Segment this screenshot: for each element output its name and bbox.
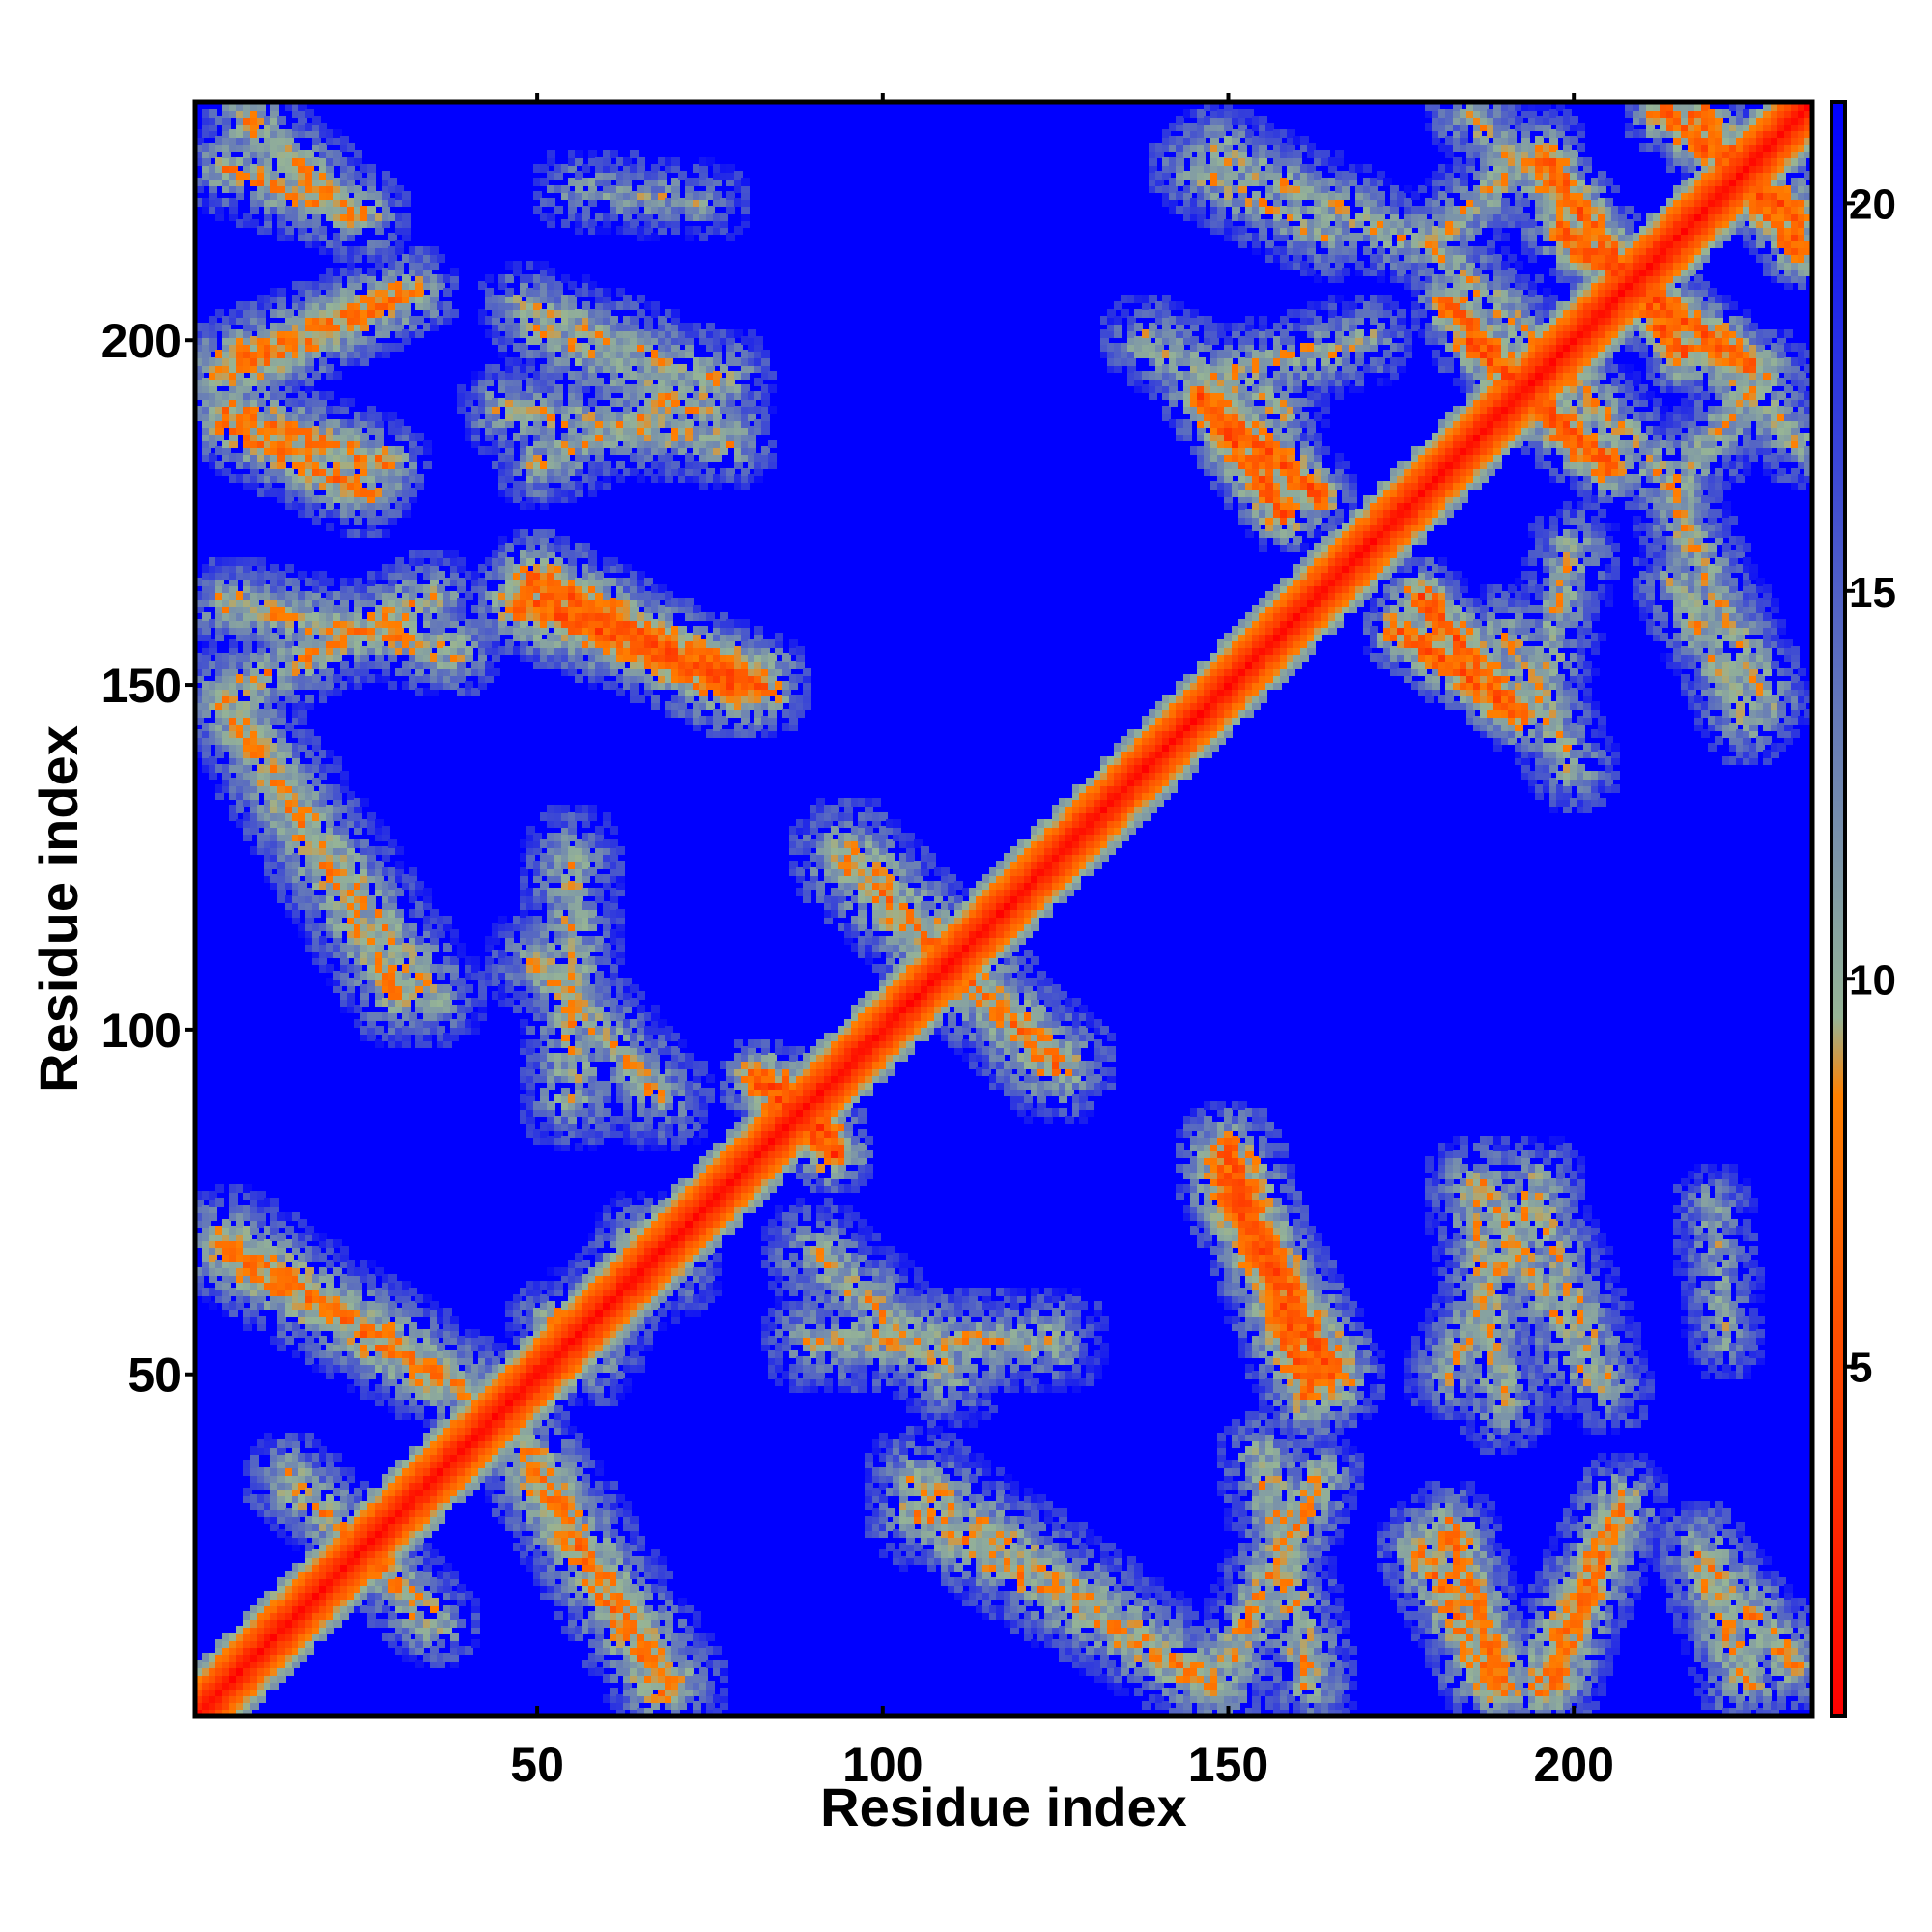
colorbar-frame: [1830, 100, 1847, 1718]
y-tick-label: 100: [101, 1004, 182, 1058]
x-tick-label: 200: [1533, 1738, 1613, 1792]
heatmap-cells: [195, 102, 1812, 1716]
y-tick-label: 150: [101, 659, 182, 713]
y-axis: 50 100 150 200: [101, 314, 195, 1403]
x-tick-label: 50: [510, 1738, 564, 1792]
colorbar-tick-label: 5: [1849, 1345, 1872, 1392]
x-axis: 50 100 150 200: [510, 93, 1614, 1792]
colorbar-tick-label: 10: [1849, 956, 1896, 1004]
colorbar-tick-label: 20: [1849, 181, 1896, 228]
colorbar-tick-label: 15: [1849, 569, 1896, 616]
x-tick-label: 100: [842, 1738, 923, 1792]
x-axis-title: Residue index: [820, 1776, 1187, 1837]
plot-frame: [192, 99, 1815, 1719]
colorbar: 5 10 15 20: [1830, 100, 1896, 1718]
y-tick-label: 50: [128, 1349, 182, 1403]
colorbar-fill: [1832, 102, 1845, 1716]
y-tick-label: 200: [101, 314, 182, 368]
x-tick-label: 150: [1188, 1738, 1268, 1792]
y-axis-title: Residue index: [28, 725, 89, 1093]
